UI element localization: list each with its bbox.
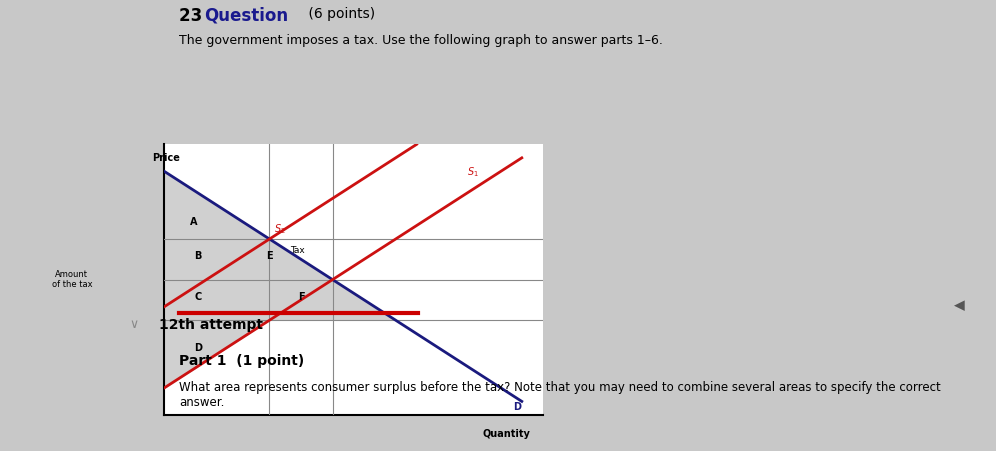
Text: D: D <box>194 343 202 353</box>
Text: Price: Price <box>151 153 179 163</box>
Text: (6 points): (6 points) <box>304 7 374 21</box>
Text: The government imposes a tax. Use the following graph to answer parts 1–6.: The government imposes a tax. Use the fo… <box>179 34 663 47</box>
Text: Tax: Tax <box>291 245 305 254</box>
Text: Part 1  (1 point): Part 1 (1 point) <box>179 354 305 368</box>
Text: 23: 23 <box>179 7 208 25</box>
Text: F: F <box>298 292 305 302</box>
Text: ▲: ▲ <box>952 299 966 310</box>
Text: What area represents consumer surplus before the tax? Note that you may need to : What area represents consumer surplus be… <box>179 381 941 409</box>
Text: C: C <box>194 292 201 302</box>
Polygon shape <box>270 239 333 280</box>
Text: D: D <box>513 401 521 411</box>
Text: $S_2$: $S_2$ <box>274 222 286 236</box>
Polygon shape <box>164 171 270 239</box>
Text: $S_1$: $S_1$ <box>467 166 479 179</box>
Polygon shape <box>164 239 270 280</box>
Text: A: A <box>190 216 197 226</box>
Polygon shape <box>164 320 270 388</box>
Polygon shape <box>164 280 270 320</box>
Text: Quantity: Quantity <box>482 428 530 438</box>
Polygon shape <box>270 280 395 320</box>
Text: ∨: ∨ <box>129 318 138 331</box>
Text: Amount
of the tax: Amount of the tax <box>52 270 93 290</box>
Text: 12th attempt: 12th attempt <box>159 318 263 332</box>
Text: Question: Question <box>204 7 288 25</box>
Text: E: E <box>266 251 273 261</box>
Text: B: B <box>194 251 201 261</box>
